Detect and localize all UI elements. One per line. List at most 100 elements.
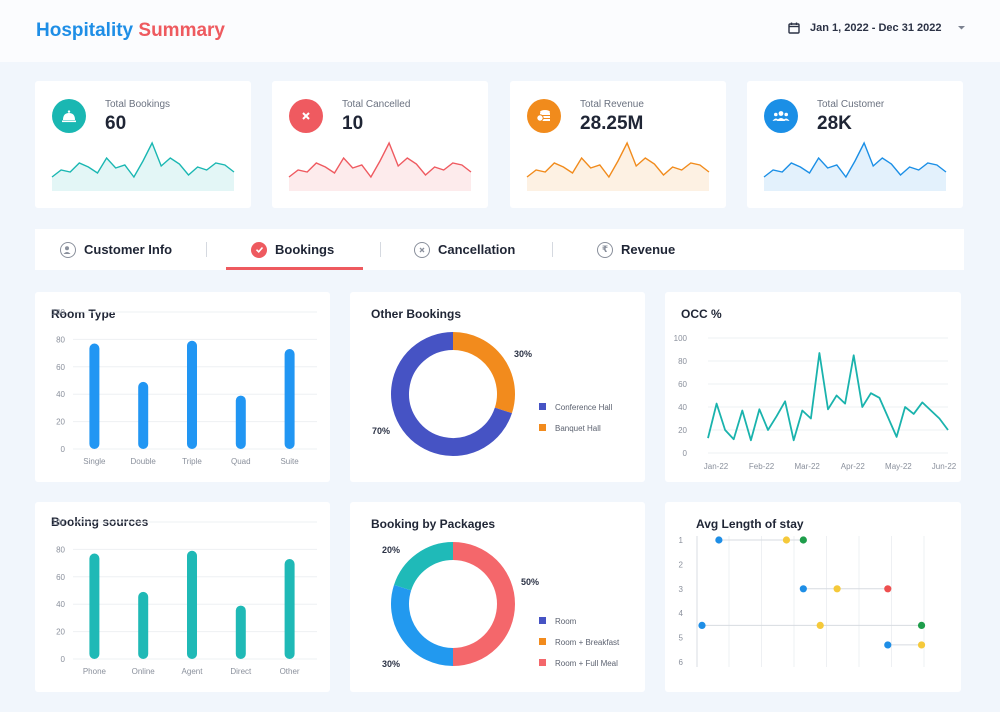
y-tick-label: 20 — [678, 426, 687, 435]
booking-source-bar-online[interactable] — [138, 591, 149, 659]
stay-point[interactable] — [799, 536, 807, 544]
sparkline-line — [288, 141, 472, 179]
packages-slice-room-breakfast[interactable] — [394, 542, 454, 591]
room-type-bar-quad[interactable] — [235, 395, 246, 449]
other-bookings-slice-banquet-hall[interactable] — [452, 332, 515, 414]
sparkline-area — [527, 143, 709, 191]
room-type-bar-single[interactable] — [89, 343, 100, 449]
y-tick-label: 60 — [56, 573, 65, 582]
stat-card-total-revenue[interactable]: Total Revenue 28.25M — [510, 81, 726, 208]
booking-source-bar-agent[interactable] — [187, 550, 197, 659]
tab-label: Bookings — [275, 242, 335, 257]
x-tick-label: May-22 — [885, 462, 912, 471]
y-tick-label: 20 — [56, 628, 65, 637]
close-icon — [289, 99, 323, 133]
other-bookings-panel: Other Bookings 70% 30% Conference Hall Banq… — [350, 292, 645, 482]
page-title: Hospitality Summary — [36, 20, 225, 42]
stat-value: 10 — [342, 113, 364, 134]
stat-label: Total Revenue — [580, 99, 644, 110]
occ-chart: 0 20 40 60 80 100 Jan-22 Feb-22 Mar-22 Apr-22 May-… — [674, 334, 957, 471]
tab-label: Cancellation — [438, 242, 516, 257]
legend-label: Room + Full Meal — [555, 659, 618, 668]
booking-sources-panel: Booking sources 0 20 40 60 80 100 Phone Online A… — [35, 502, 330, 692]
check-icon — [251, 241, 267, 258]
legend-swatch — [539, 638, 546, 645]
user-icon — [60, 241, 76, 258]
stay-point[interactable] — [833, 585, 841, 593]
chart-title: Room Type — [51, 307, 116, 321]
stay-point[interactable] — [715, 536, 723, 544]
occ-panel: OCC % 0 20 40 60 80 100 Jan-22 Feb-22 Mar-22 Apr-… — [665, 292, 961, 482]
tab-cancellation[interactable]: Cancellation — [414, 229, 515, 270]
coins-icon — [527, 99, 561, 133]
legend-swatch — [539, 424, 546, 431]
tab-customer-info[interactable]: Customer Info — [60, 229, 172, 270]
stay-point[interactable] — [917, 621, 926, 629]
room-type-bar-triple[interactable] — [187, 340, 197, 449]
stat-value: 28K — [817, 113, 852, 134]
slice-value-label: 30% — [382, 659, 400, 669]
y-tick-label: 20 — [56, 418, 65, 427]
avg-length-of-stay-panel: Avg Length of stay 1 2 3 4 5 6 — [665, 502, 961, 692]
booking-source-bar-phone[interactable] — [89, 553, 100, 659]
y-tick-label: 80 — [56, 335, 65, 344]
room-type-chart: 0 20 40 60 80 100 Single Double Triple Quad Suite — [52, 308, 317, 466]
stat-label: Total Cancelled — [342, 99, 411, 110]
stay-point[interactable] — [884, 641, 892, 649]
stay-point[interactable] — [782, 536, 791, 544]
active-tab-indicator — [226, 267, 363, 270]
x-tick-label: Suite — [280, 457, 299, 466]
packages-slice-room-full-meal[interactable] — [452, 542, 515, 666]
sparkline-line — [763, 141, 947, 179]
x-tick-label: Other — [280, 667, 300, 676]
sparkline — [288, 141, 472, 191]
y-tick-label: 40 — [56, 600, 65, 609]
other-bookings-chart: 70% 30% Conference Hall Banquet Hall — [372, 332, 613, 456]
calendar-icon — [788, 22, 800, 34]
room-type-bar-double[interactable] — [138, 381, 149, 449]
booking-by-packages-panel: Booking by Packages 30% 20% 50% Room Room + … — [350, 502, 645, 692]
stay-point[interactable] — [816, 621, 824, 629]
caret-down-icon[interactable] — [957, 25, 966, 31]
tab-bookings[interactable]: Bookings — [251, 229, 334, 270]
booking-source-bar-other[interactable] — [284, 558, 295, 659]
users-icon — [764, 99, 798, 133]
chart-title: OCC % — [681, 307, 722, 321]
stat-card-total-cancelled[interactable]: Total Cancelled 10 — [272, 81, 488, 208]
sparkline-area — [289, 143, 471, 191]
tab-revenue[interactable]: ₹ Revenue — [597, 229, 675, 270]
stay-point[interactable] — [698, 621, 706, 629]
date-range-picker[interactable]: Jan 1, 2022 - Dec 31 2022 — [788, 22, 966, 34]
packages-slice-room[interactable] — [391, 584, 454, 666]
service-bell-icon — [52, 99, 86, 133]
booking-source-bar-direct[interactable] — [235, 605, 246, 659]
other-bookings-slice-conference-hall[interactable] — [391, 332, 512, 456]
legend-label: Banquet Hall — [555, 424, 601, 433]
title-part-2: Summary — [138, 20, 226, 41]
x-tick-label: Jan-22 — [704, 462, 729, 471]
stat-card-total-bookings[interactable]: Total Bookings 60 — [35, 81, 251, 208]
stat-card-total-customer[interactable]: Total Customer 28K — [747, 81, 963, 208]
x-tick-label: Quad — [231, 457, 251, 466]
stay-point[interactable] — [799, 585, 807, 593]
booking-sources-chart: 0 20 40 60 80 100 Phone Online Agent Direct Other — [52, 518, 317, 676]
occ-series-line[interactable] — [707, 352, 949, 442]
stay-point[interactable] — [884, 585, 892, 593]
room-type-bar-suite[interactable] — [284, 348, 295, 449]
x-tick-label: Jun-22 — [932, 462, 957, 471]
x-tick-label: Agent — [182, 667, 204, 676]
y-tick-label: 100 — [52, 518, 66, 527]
tab-divider — [552, 242, 553, 257]
y-tick-label: 100 — [674, 334, 688, 343]
y-tick-label: 40 — [678, 403, 687, 412]
booking-by-packages-chart: 30% 20% 50% Room Room + Breakfast Room + Full… — [382, 542, 620, 669]
sparkline-line — [526, 141, 710, 179]
x-tick-label: Double — [131, 457, 157, 466]
date-range-text: Jan 1, 2022 - Dec 31 2022 — [810, 22, 942, 34]
close-icon — [414, 241, 430, 258]
chart-title: Other Bookings — [371, 307, 462, 321]
tab-divider — [206, 242, 207, 257]
stat-value: 60 — [105, 113, 127, 134]
x-tick-label: Direct — [230, 667, 252, 676]
stay-point[interactable] — [917, 641, 926, 649]
